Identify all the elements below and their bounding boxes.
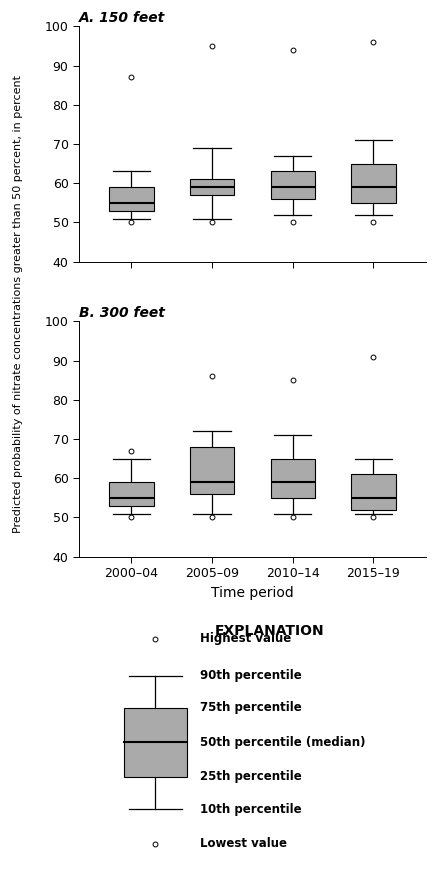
Bar [109,187,153,211]
Text: B. 300 feet: B. 300 feet [79,307,165,321]
Bar [190,180,234,195]
Text: 90th percentile: 90th percentile [200,670,301,682]
Text: Highest value: Highest value [200,633,291,645]
Text: EXPLANATION: EXPLANATION [215,624,324,638]
Bar [109,482,153,506]
Text: 50th percentile (median): 50th percentile (median) [200,736,365,749]
Bar [270,172,314,199]
Text: Lowest value: Lowest value [200,837,287,850]
Text: 10th percentile: 10th percentile [200,803,301,816]
Bar [124,707,186,777]
Text: Predicted probability of nitrate concentrations greater than 50 percent, in perc: Predicted probability of nitrate concent… [13,75,22,533]
Bar [350,164,395,203]
Bar [270,459,314,498]
Bar [190,447,234,494]
X-axis label: Time period: Time period [211,586,293,600]
Text: 25th percentile: 25th percentile [200,771,301,783]
Text: 75th percentile: 75th percentile [200,701,301,714]
Bar [350,474,395,509]
Text: A. 150 feet: A. 150 feet [79,11,165,26]
